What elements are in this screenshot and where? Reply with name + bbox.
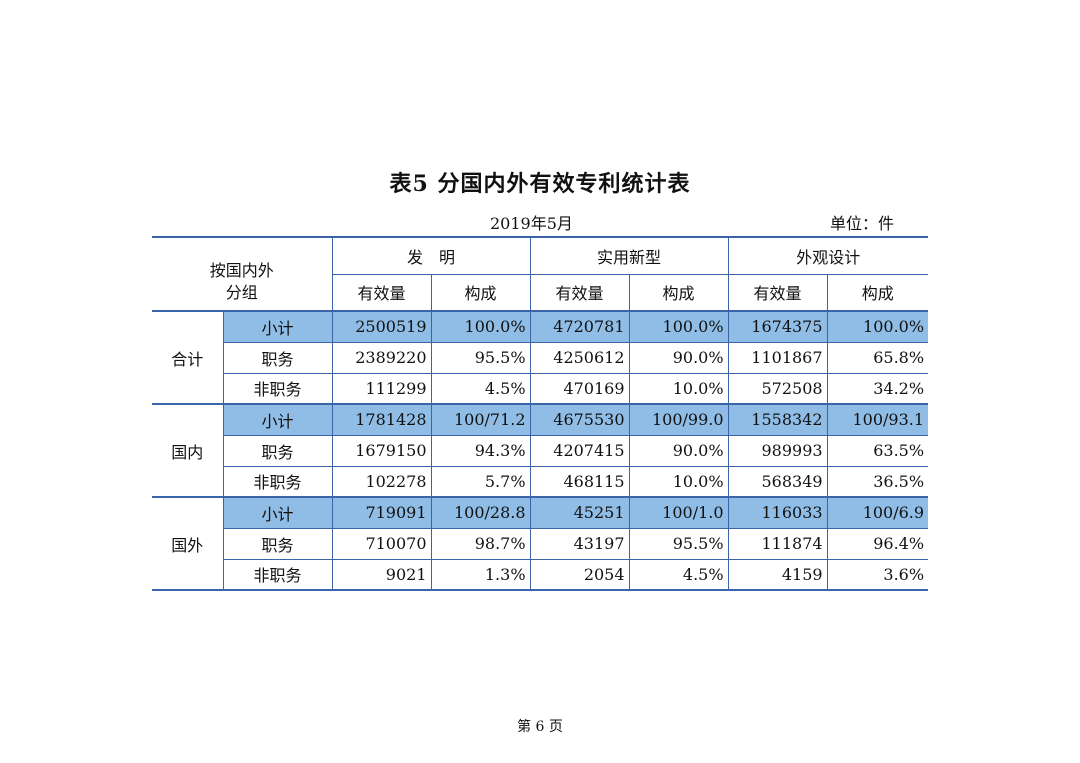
share-cell: 65.8% bbox=[826, 341, 929, 374]
group-header-label: 按国内外 分组 bbox=[209, 261, 274, 302]
count-cell: 468115 bbox=[529, 465, 630, 498]
unit-label: 单位：件 bbox=[830, 214, 895, 233]
count-cell: 568349 bbox=[727, 465, 828, 498]
date-label: 2019年5月 bbox=[490, 214, 573, 233]
sub-column-header: 构成 bbox=[826, 273, 929, 312]
share-cell: 90.0% bbox=[628, 434, 729, 467]
count-cell: 2054 bbox=[529, 558, 630, 591]
count-cell: 111299 bbox=[331, 372, 432, 405]
section-label: 国外 bbox=[152, 496, 224, 591]
share-cell: 100/1.0 bbox=[628, 496, 729, 529]
row-label: 小计 bbox=[222, 310, 333, 343]
count-cell: 572508 bbox=[727, 372, 828, 405]
count-cell: 719091 bbox=[331, 496, 432, 529]
share-cell: 98.7% bbox=[430, 527, 531, 560]
row-label: 职务 bbox=[223, 341, 333, 374]
table-row: 国内 小计 1781428 100/71.2 4675530 100/99.0 155834… bbox=[152, 403, 929, 498]
count-cell: 4159 bbox=[727, 558, 828, 591]
count-cell: 1101867 bbox=[727, 341, 828, 374]
count-cell: 102278 bbox=[331, 465, 432, 498]
table-row: 非职务 102278 5.7% 468115 10.0% 568349 36.5% bbox=[152, 465, 929, 498]
table-row: 合计 小计 2500519 100.0% 4720781 100.0% 1674375 100… bbox=[152, 310, 929, 405]
share-cell: 94.3% bbox=[430, 434, 531, 467]
share-cell: 34.2% bbox=[826, 372, 929, 405]
row-label: 小计 bbox=[222, 496, 333, 529]
table-title: 表5 分国内外有效专利统计表 bbox=[389, 171, 691, 197]
count-cell: 4720781 bbox=[529, 310, 630, 343]
category-header: 实用新型 bbox=[529, 236, 729, 275]
share-cell: 36.5% bbox=[826, 465, 929, 498]
share-cell: 100/71.2 bbox=[430, 403, 531, 436]
share-cell: 1.3% bbox=[430, 558, 531, 591]
count-cell: 4250612 bbox=[529, 341, 630, 374]
group-header: 按国内外 分组 bbox=[152, 236, 333, 312]
table-row: 职务 2389220 95.5% 4250612 90.0% 1101867 65.8% bbox=[152, 341, 929, 374]
row-label: 职务 bbox=[223, 434, 333, 467]
share-cell: 100/6.9 bbox=[826, 496, 929, 529]
share-cell: 100.0% bbox=[826, 310, 929, 343]
count-cell: 45251 bbox=[529, 496, 630, 529]
share-cell: 5.7% bbox=[430, 465, 531, 498]
category-header: 发 明 bbox=[331, 236, 531, 275]
table-row: 非职务 9021 1.3% 2054 4.5% 4159 3.6% bbox=[152, 558, 929, 591]
share-cell: 100/93.1 bbox=[826, 403, 929, 436]
count-cell: 470169 bbox=[529, 372, 630, 405]
sub-column-header: 有效量 bbox=[727, 273, 828, 312]
count-cell: 4675530 bbox=[529, 403, 630, 436]
share-cell: 4.5% bbox=[430, 372, 531, 405]
table-row: 职务 1679150 94.3% 4207415 90.0% 989993 63.5% bbox=[152, 434, 929, 467]
section-label: 合计 bbox=[152, 310, 224, 405]
count-cell: 1781428 bbox=[331, 403, 432, 436]
share-cell: 96.4% bbox=[826, 527, 929, 560]
row-label: 非职务 bbox=[223, 372, 333, 405]
count-cell: 4207415 bbox=[529, 434, 630, 467]
share-cell: 95.5% bbox=[628, 527, 729, 560]
row-label: 非职务 bbox=[223, 558, 333, 591]
share-cell: 63.5% bbox=[826, 434, 929, 467]
count-cell: 989993 bbox=[727, 434, 828, 467]
count-cell: 1558342 bbox=[727, 403, 828, 436]
share-cell: 100/28.8 bbox=[430, 496, 531, 529]
count-cell: 1674375 bbox=[727, 310, 828, 343]
count-cell: 43197 bbox=[529, 527, 630, 560]
count-cell: 9021 bbox=[331, 558, 432, 591]
count-cell: 2389220 bbox=[331, 341, 432, 374]
share-cell: 10.0% bbox=[628, 372, 729, 405]
sub-column-header: 构成 bbox=[430, 273, 531, 312]
page-number: 第 6 页 bbox=[517, 719, 563, 735]
row-label: 职务 bbox=[223, 527, 333, 560]
section-label: 国内 bbox=[152, 403, 224, 498]
category-header: 外观设计 bbox=[727, 236, 929, 275]
share-cell: 100/99.0 bbox=[628, 403, 729, 436]
sub-column-header: 有效量 bbox=[332, 273, 432, 312]
count-cell: 2500519 bbox=[331, 310, 432, 343]
count-cell: 1679150 bbox=[331, 434, 432, 467]
share-cell: 10.0% bbox=[628, 465, 729, 498]
sub-column-header: 构成 bbox=[628, 273, 729, 312]
row-label: 非职务 bbox=[223, 465, 333, 498]
table-row: 职务 710070 98.7% 43197 95.5% 111874 96.4% bbox=[152, 527, 929, 560]
patent-stats-table: 按国内外 分组 发 明 实用新型 外观设计 有效量 构成 有效量 构成 有效量 … bbox=[152, 236, 929, 591]
share-cell: 100.0% bbox=[628, 310, 729, 343]
count-cell: 710070 bbox=[331, 527, 432, 560]
sub-column-header: 有效量 bbox=[529, 273, 630, 312]
share-cell: 100.0% bbox=[430, 310, 531, 343]
share-cell: 4.5% bbox=[628, 558, 729, 591]
table-row: 国外 小计 719091 100/28.8 45251 100/1.0 116033 100/… bbox=[152, 496, 929, 591]
share-cell: 95.5% bbox=[430, 341, 531, 374]
count-cell: 116033 bbox=[727, 496, 828, 529]
share-cell: 90.0% bbox=[628, 341, 729, 374]
share-cell: 3.6% bbox=[826, 558, 929, 591]
row-label: 小计 bbox=[222, 403, 333, 436]
table-row: 非职务 111299 4.5% 470169 10.0% 572508 34.2% bbox=[152, 372, 929, 405]
count-cell: 111874 bbox=[727, 527, 828, 560]
